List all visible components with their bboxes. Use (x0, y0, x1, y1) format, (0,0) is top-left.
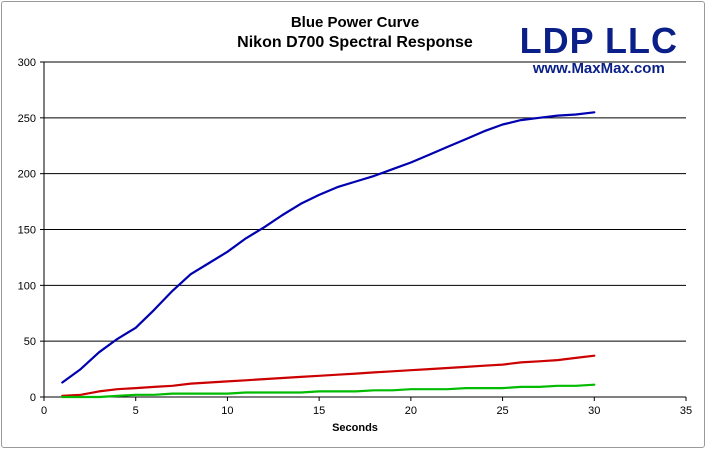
x-tick-label: 30 (588, 405, 600, 417)
series-line-1 (61, 111, 596, 384)
brand-block: LDP LLC www.MaxMax.com (520, 22, 678, 78)
series-line-3 (61, 383, 596, 399)
brand-name: LDP LLC (519, 20, 678, 61)
x-tick-label: 15 (313, 405, 325, 417)
chart-subtitle: Nikon D700 Spectral Response (237, 34, 473, 51)
y-tick-label: 50 (24, 336, 36, 348)
y-tick-label: 150 (18, 225, 36, 237)
gridlines (44, 61, 686, 342)
x-tick-label: 0 (41, 405, 47, 417)
y-tick-labels: 0 50 100 150 200 250 300 (18, 57, 36, 404)
x-tick-label: 10 (221, 405, 233, 417)
x-tick-label: 35 (680, 405, 692, 417)
x-tick-label: 20 (405, 405, 417, 417)
chart-title: Blue Power Curve (290, 14, 420, 31)
brand-url: www.MaxMax.com (532, 60, 665, 77)
x-tick-label: 5 (133, 405, 139, 417)
x-axis-label: Seconds (332, 422, 378, 434)
axes (40, 61, 687, 401)
y-tick-label: 100 (18, 280, 36, 292)
x-tick-labels: 0 5 10 15 20 25 30 35 (41, 405, 692, 417)
y-tick-label: 200 (18, 169, 36, 181)
series-lines (61, 111, 596, 399)
y-tick-label: 300 (18, 57, 36, 69)
x-tick-label: 25 (496, 405, 508, 417)
y-tick-label: 0 (30, 392, 36, 404)
series-line-2 (61, 354, 596, 397)
y-tick-label: 250 (18, 113, 36, 125)
